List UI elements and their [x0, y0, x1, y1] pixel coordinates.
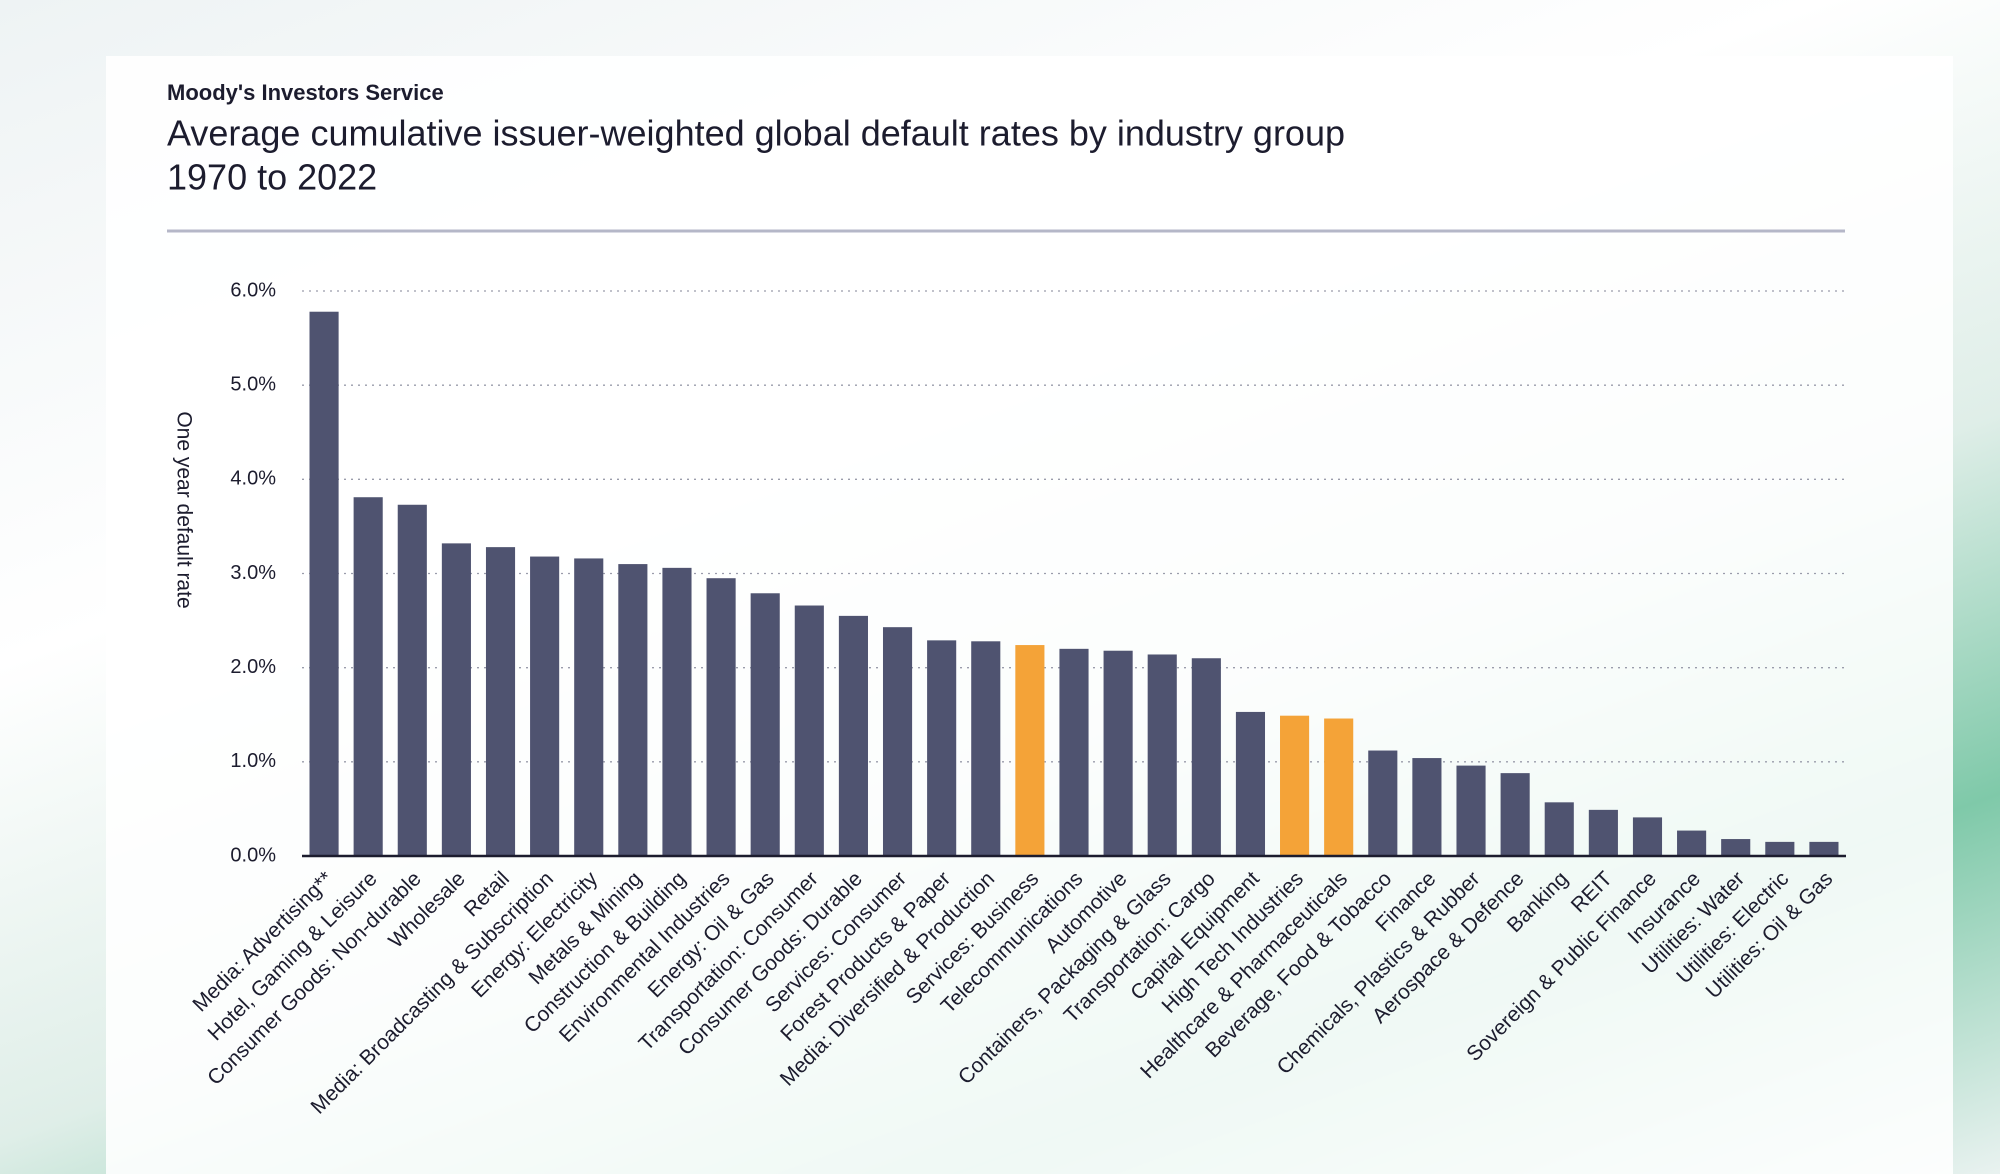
bar: [441, 543, 471, 856]
bar: [1456, 765, 1486, 856]
bar: [882, 627, 913, 856]
bar: [485, 547, 516, 856]
bar: [706, 578, 736, 856]
y-tick-label: 0.0%: [230, 844, 276, 866]
bar: [1015, 645, 1045, 856]
bar: [309, 311, 339, 856]
y-tick-label: 2.0%: [230, 656, 276, 678]
y-tick-label: 5.0%: [230, 373, 276, 395]
chart-title: Average cumulative issuer-weighted globa…: [167, 113, 1345, 154]
bar: [530, 556, 560, 856]
bar: [1280, 715, 1310, 856]
bar: [574, 558, 604, 856]
bar: [618, 564, 648, 856]
subtitle: 1970 to 2022: [167, 157, 377, 198]
y-axis-label: One year default rate: [172, 411, 195, 608]
bar: [1588, 809, 1618, 856]
x-tick-label: Hotel, Gaming & Leisure: [204, 867, 382, 1045]
bar: [1765, 841, 1795, 856]
bar: [1324, 718, 1354, 856]
bar: [927, 640, 957, 856]
bar: [1544, 802, 1574, 856]
source: Moody's Investors Service: [167, 80, 444, 105]
bar: [1059, 648, 1089, 856]
bar: [1412, 758, 1442, 856]
bar: [1677, 830, 1707, 856]
bar: [1147, 654, 1177, 856]
bar: [1235, 711, 1266, 856]
bar: [1632, 817, 1663, 856]
bar: [1500, 773, 1530, 856]
bar: [1809, 841, 1839, 856]
y-tick-label: 3.0%: [230, 562, 276, 584]
bar: [397, 504, 427, 856]
bar: [794, 605, 824, 856]
bar: [353, 497, 383, 856]
bar: [1103, 650, 1133, 856]
bar: [750, 593, 780, 856]
y-tick-label: 6.0%: [230, 279, 276, 301]
bar: [838, 615, 868, 856]
bar: [1191, 658, 1221, 856]
y-tick-label: 4.0%: [230, 468, 276, 490]
bar: [1368, 750, 1398, 856]
bar: [1721, 839, 1751, 856]
bar: [971, 641, 1001, 856]
bar: [662, 567, 692, 856]
y-tick-label: 1.0%: [230, 750, 276, 772]
